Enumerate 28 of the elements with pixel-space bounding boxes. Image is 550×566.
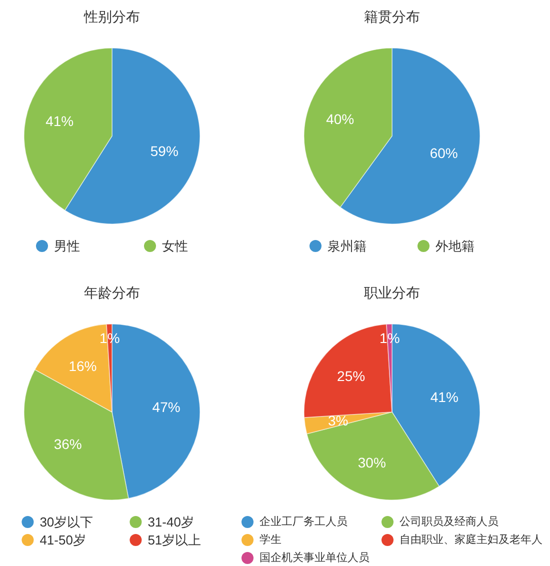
legend-label: 自由职业、家庭主妇及老年人	[400, 533, 542, 546]
legend-label: 51岁以上	[148, 532, 202, 548]
legend-label: 企业工厂务工人员	[260, 515, 348, 528]
data-label: 3%	[328, 412, 348, 429]
data-label: 60%	[430, 144, 458, 161]
legend-label: 31-40岁	[148, 514, 194, 530]
data-label: 36%	[54, 436, 82, 452]
data-label: 40%	[326, 111, 354, 128]
legend-label: 国企机关事业单位人员	[260, 551, 370, 564]
legend-label: 公司职员及经商人员	[400, 515, 498, 528]
data-label: 47%	[152, 398, 180, 415]
data-label: 25%	[337, 368, 366, 384]
legend-label: 女性	[162, 238, 188, 254]
legend-label: 41-50岁	[40, 532, 86, 548]
legend-label: 男性	[54, 238, 80, 254]
data-label: 16%	[68, 358, 97, 374]
legend-label: 30岁以下	[40, 514, 94, 530]
chart-title: 年龄分布	[84, 284, 140, 301]
legend-label: 外地籍	[436, 238, 474, 254]
legend-label: 学生	[260, 533, 282, 546]
chart-title: 性别分布	[83, 8, 140, 25]
data-label: 41%	[46, 112, 74, 129]
chart-title: 籍贯分布	[364, 8, 420, 25]
chart-title: 职业分布	[364, 284, 420, 301]
data-label: 41%	[430, 388, 458, 405]
data-label: 30%	[358, 454, 386, 471]
data-label: 59%	[150, 143, 178, 160]
legend-label: 泉州籍	[328, 238, 366, 254]
